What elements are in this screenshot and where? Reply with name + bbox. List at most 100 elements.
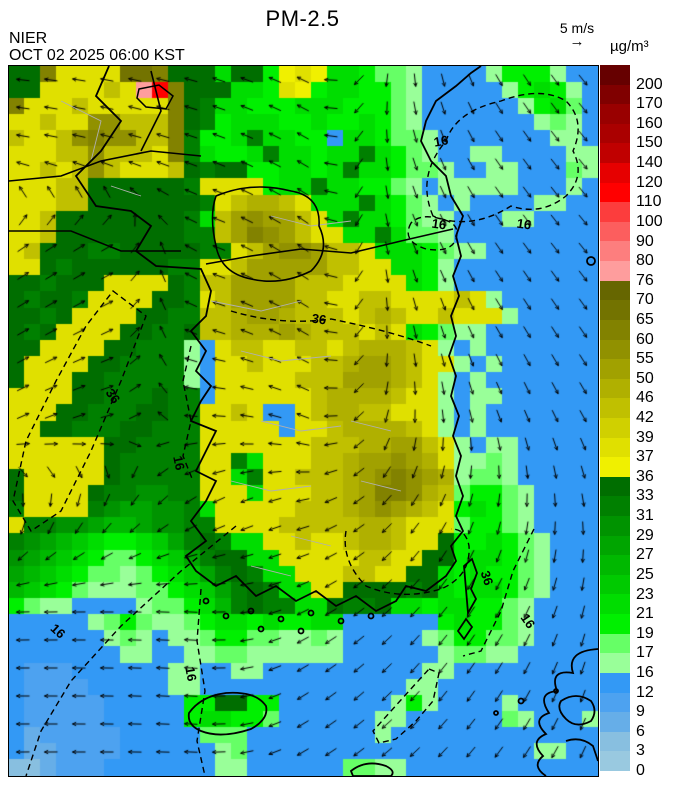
legend-tick-label: 90: [636, 232, 654, 250]
legend-color-segment: [600, 104, 630, 124]
legend-color-segment: [600, 692, 630, 713]
contour-label: 36: [310, 310, 328, 328]
legend-tick-label: 9: [636, 703, 645, 721]
map-overlay-svg: [9, 66, 598, 776]
legend-tick-label: 36: [636, 467, 654, 485]
legend-tick-label: 39: [636, 428, 654, 446]
legend-tick-label: 37: [636, 448, 654, 466]
legend-tick-label: 60: [636, 330, 654, 348]
legend-tick-label: 0: [636, 762, 645, 779]
legend-color-segment: [600, 123, 630, 144]
legend-tick-label: 46: [636, 389, 654, 407]
legend: 200 170 160 150 140 120 110 100 90 80 76 70 65 60 55 50…: [600, 65, 673, 779]
legend-color-segment: [600, 614, 630, 634]
legend-color-segment: [600, 751, 630, 771]
legend-color-segment: [600, 633, 630, 654]
legend-tick-label: 100: [636, 212, 663, 230]
legend-tick-label: 31: [636, 507, 654, 525]
legend-tick-label: 200: [636, 75, 663, 93]
legend-color-segment: [600, 574, 630, 595]
legend-tick-label: 27: [636, 546, 654, 564]
legend-color-segment: [600, 457, 630, 477]
legend-color-segment: [600, 221, 630, 242]
legend-tick-label: 42: [636, 409, 654, 426]
legend-tick-label: 3: [636, 742, 645, 760]
legend-color-segment: [600, 437, 630, 458]
legend-color-segment: [600, 653, 630, 673]
legend-tick-label: 170: [636, 95, 663, 113]
legend-color-segment: [600, 163, 630, 183]
unit-label: µg/m³: [610, 38, 649, 55]
legend-tick-label: 29: [636, 526, 654, 544]
contour-label: 16: [430, 215, 448, 233]
legend-color-segment: [600, 319, 630, 340]
contour-label: 16: [517, 610, 539, 632]
legend-color-segment: [600, 496, 630, 517]
legend-tick-label: 70: [636, 291, 654, 309]
agency-label: NIER: [9, 30, 48, 47]
legend-tick-label: 120: [636, 173, 663, 191]
hotspot-contour: [136, 84, 174, 110]
legend-tick-label: 17: [636, 644, 654, 662]
contour-label: 16: [432, 132, 450, 150]
legend-color-segment: [600, 672, 630, 693]
pm-field-canvas: [9, 66, 598, 776]
legend-tick-label: 76: [636, 271, 654, 289]
legend-tick-label: 16: [636, 663, 654, 681]
legend-color-segment: [600, 300, 630, 320]
legend-tick-label: 21: [636, 605, 654, 623]
legend-color-segment: [600, 417, 630, 438]
legend-color-segment: [600, 516, 630, 536]
legend-color-segment: [600, 280, 630, 301]
map-panel: 16 16 16 36 16 36 16 16 36 16: [8, 65, 599, 777]
legend-color-segment: [600, 535, 630, 556]
contour-label: 16: [170, 454, 188, 472]
legend-colorbar: [600, 65, 630, 771]
legend-color-segment: [600, 339, 630, 360]
concentration-contours: [12, 92, 579, 776]
legend-color-segment: [600, 476, 630, 497]
contour-label: 16: [47, 620, 69, 642]
legend-color-segment: [600, 594, 630, 615]
wind-scale-arrow-icon: →: [569, 33, 585, 50]
legend-tick-label: 33: [636, 487, 654, 505]
admin-borders: [9, 70, 454, 282]
legend-tick-label: 23: [636, 585, 654, 603]
legend-color-segment: [600, 712, 630, 732]
legend-color-segment: [600, 84, 630, 105]
island-outlines: [187, 256, 598, 776]
contour-labels-layer: 16 16 16 36 16 36 16 16 36 16: [9, 66, 598, 776]
legend-color-segment: [600, 202, 630, 222]
legend-tick-label: 25: [636, 565, 654, 583]
legend-tick-label: 80: [636, 252, 654, 270]
contour-label: 36: [477, 568, 497, 588]
legend-tick-label: 110: [636, 193, 662, 211]
legend-tick-label: 160: [636, 114, 663, 132]
legend-tick-label: 6: [636, 722, 645, 740]
legend-color-segment: [600, 359, 630, 379]
legend-color-segment: [600, 398, 630, 418]
legend-tick-label: 150: [636, 134, 663, 152]
contour-label: 16: [515, 215, 533, 233]
legend-tick-label: 55: [636, 350, 654, 368]
legend-color-segment: [600, 378, 630, 399]
coastline-path: [74, 66, 482, 613]
legend-tick-label: 19: [636, 624, 654, 642]
legend-color-segment: [600, 143, 630, 164]
legend-tick-label: 140: [636, 154, 663, 172]
legend-color-segment: [600, 731, 630, 752]
legend-color-segment: [600, 261, 630, 281]
legend-tick-label: 65: [636, 310, 654, 328]
wind-scale-label: 5 m/s: [559, 20, 595, 36]
contour-label: 36: [102, 385, 124, 407]
legend-color-segment: [600, 65, 630, 85]
contour-label: 16: [182, 665, 200, 683]
datetime-label: OCT 02 2025 06:00 KST: [9, 47, 185, 64]
province-borders: [60, 100, 402, 577]
legend-color-segment: [600, 555, 630, 575]
legend-color-segment: [600, 182, 630, 203]
legend-tick-label: 50: [636, 369, 654, 387]
legend-tick-label: 12: [636, 683, 654, 701]
legend-color-segment: [600, 241, 630, 262]
